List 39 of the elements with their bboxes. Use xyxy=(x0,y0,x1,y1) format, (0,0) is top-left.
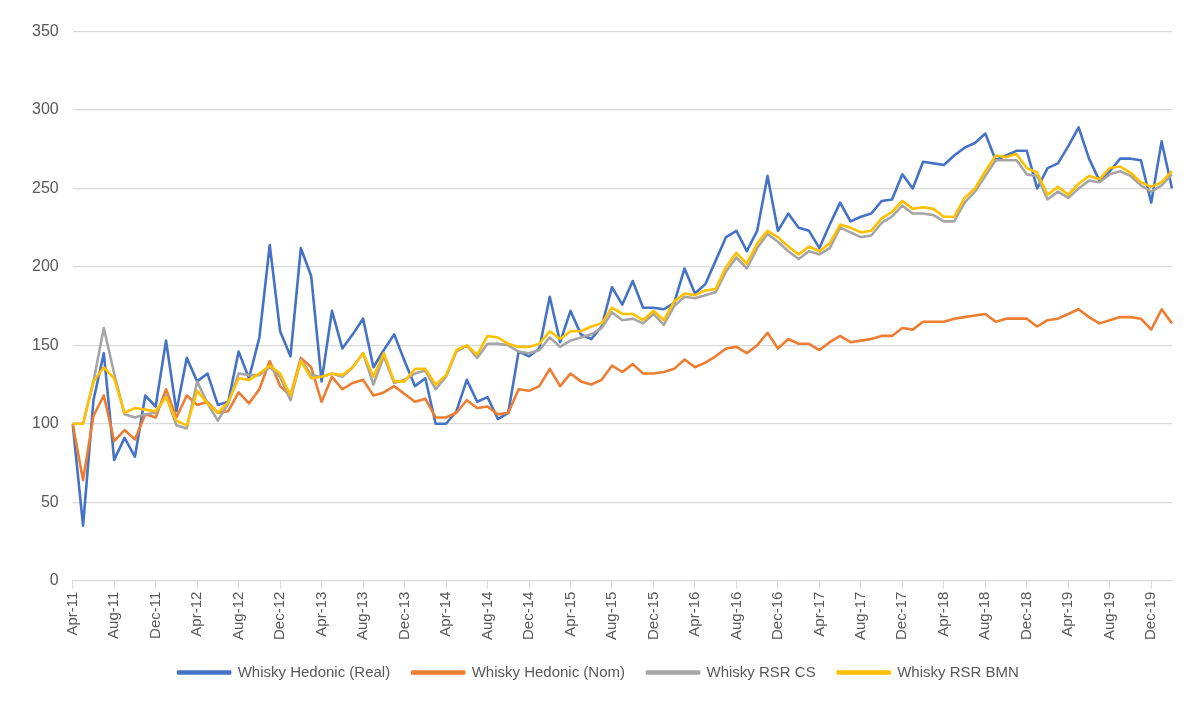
x-tick-label: Dec-14 xyxy=(519,591,537,640)
x-tick-label: Apr-17 xyxy=(809,591,827,637)
x-tick-label: Aug-12 xyxy=(228,591,246,641)
legend-label: Whisky RSR CS xyxy=(706,662,816,680)
x-tick-label: Dec-12 xyxy=(270,591,288,640)
y-tick-label: 200 xyxy=(31,257,59,275)
x-tick-label: Apr-15 xyxy=(560,591,578,637)
x-tick-label: Apr-18 xyxy=(933,591,951,637)
x-tick-label: Apr-12 xyxy=(187,591,205,637)
y-tick-label: 0 xyxy=(49,571,59,589)
x-tick-label: Aug-15 xyxy=(602,591,620,641)
x-tick-label: Dec-18 xyxy=(1016,591,1034,640)
y-tick-label: 300 xyxy=(31,100,59,118)
x-tick-label: Dec-17 xyxy=(892,591,910,640)
x-tick-label: Aug-18 xyxy=(975,591,993,641)
y-tick-label: 100 xyxy=(31,414,59,432)
legend-label: Whisky Hedonic (Real) xyxy=(237,662,391,680)
x-tick-label: Apr-14 xyxy=(436,591,454,637)
legend-label: Whisky RSR BMN xyxy=(897,662,1019,680)
x-tick-label: Apr-19 xyxy=(1058,591,1076,637)
y-tick-label: 350 xyxy=(31,22,59,40)
legend-label: Whisky Hedonic (Nom) xyxy=(471,662,626,680)
x-tick-label: Aug-16 xyxy=(726,591,744,641)
y-tick-label: 250 xyxy=(31,178,59,196)
x-tick-label: Dec-11 xyxy=(145,591,163,639)
x-tick-label: Aug-17 xyxy=(851,591,869,641)
y-tick-label: 150 xyxy=(31,335,59,353)
y-tick-label: 50 xyxy=(40,492,59,510)
x-tick-label: Apr-11 xyxy=(62,591,80,636)
x-tick-label: Apr-13 xyxy=(311,591,329,637)
x-tick-label: Aug-19 xyxy=(1099,591,1117,641)
x-tick-label: Aug-11 xyxy=(104,591,122,639)
x-tick-label: Dec-19 xyxy=(1141,591,1159,640)
x-tick-label: Dec-13 xyxy=(394,591,412,640)
x-tick-label: Aug-13 xyxy=(353,591,371,641)
x-tick-label: Dec-15 xyxy=(643,591,661,640)
x-tick-label: Dec-16 xyxy=(768,591,786,640)
x-tick-label: Aug-14 xyxy=(477,591,495,641)
x-tick-label: Apr-16 xyxy=(685,591,703,637)
